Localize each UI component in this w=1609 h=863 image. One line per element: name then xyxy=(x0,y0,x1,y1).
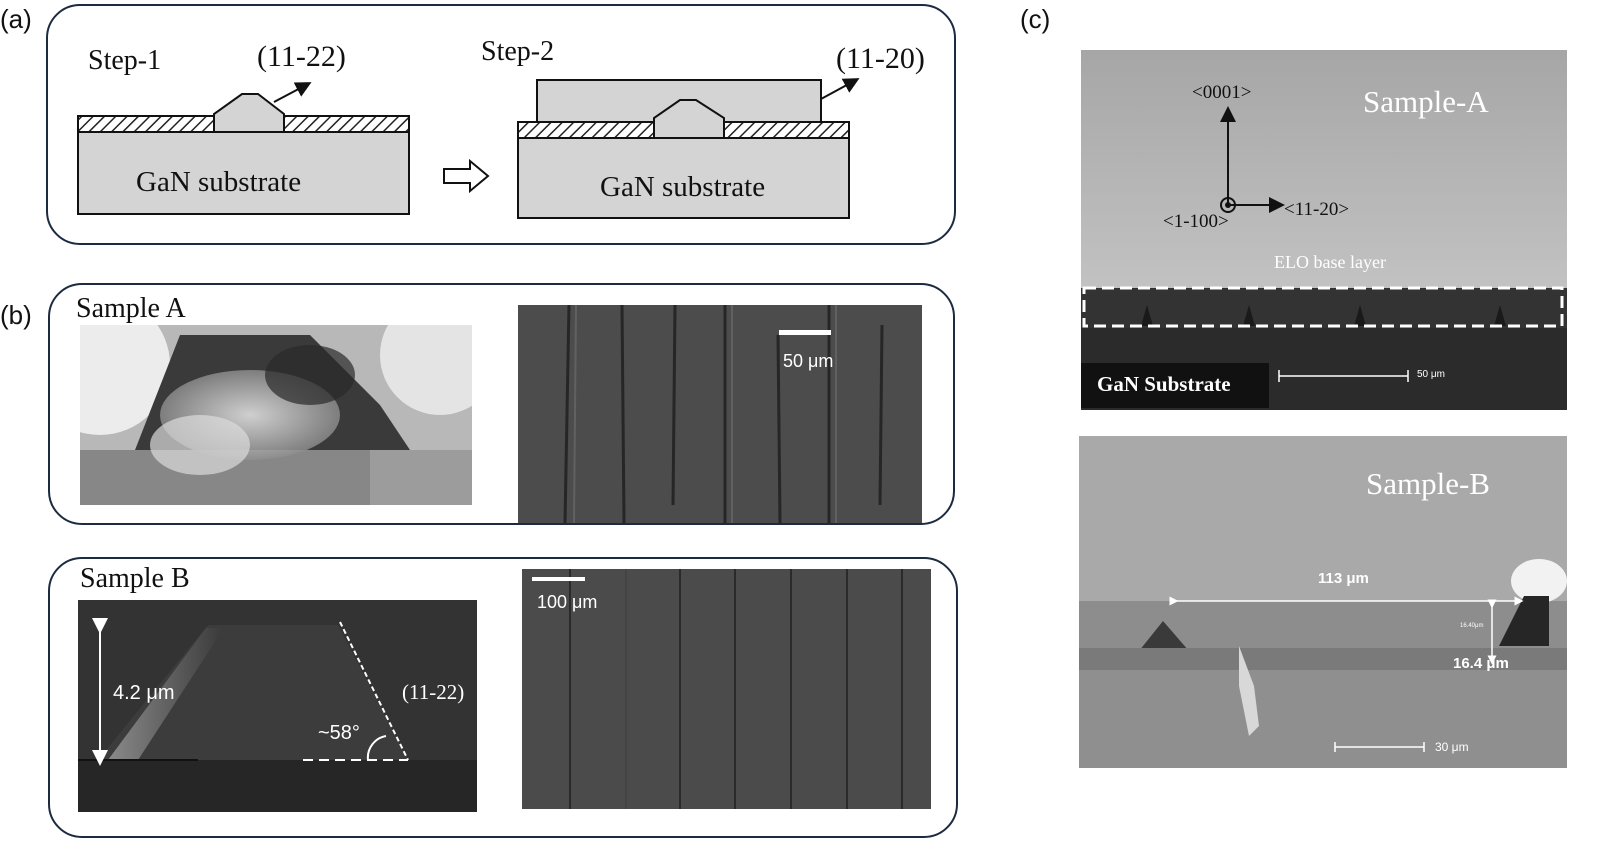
sample-a-sem-image xyxy=(1081,50,1567,410)
sample-b-cross-section-image xyxy=(78,600,477,812)
panel-c-label: (c) xyxy=(1020,4,1051,34)
sample-b-top-view-image xyxy=(522,569,931,809)
scale-100um-label: 100 μm xyxy=(537,592,598,612)
direction-1-100-label: <1-100> xyxy=(1163,211,1229,232)
sample-a-top-view-image xyxy=(518,305,922,523)
direction-0001-label: <0001> xyxy=(1192,82,1252,103)
scale-bar-a xyxy=(779,330,831,335)
mask-left-1 xyxy=(77,115,215,133)
height-label: 4.2 μm xyxy=(113,682,175,704)
facet-seed-2 xyxy=(653,99,725,139)
elo-layer-label: ELO base layer xyxy=(1274,252,1386,272)
mask-right-2 xyxy=(711,121,850,139)
substrate-label-1: GaN substrate xyxy=(136,166,302,198)
sample-b-c-label: Sample-B xyxy=(1366,466,1490,501)
step1-label: Step-1 xyxy=(88,45,162,76)
thickness-16-4um-label: 16.4 μm xyxy=(1453,655,1509,672)
scale-50um-c-label: 50 μm xyxy=(1417,369,1445,380)
panel-a-label: (a) xyxy=(0,4,32,34)
mask-left-2 xyxy=(517,121,655,139)
sample-a-c-label: Sample-A xyxy=(1363,84,1489,119)
facet-11-20-label: (11-20) xyxy=(836,42,925,75)
sample-b-label: Sample B xyxy=(80,563,190,594)
mask-right-1 xyxy=(272,115,410,133)
step1-structure xyxy=(77,82,410,215)
sample-b-sem-image xyxy=(1079,436,1567,768)
scale-30um-label: 30 μm xyxy=(1435,740,1469,754)
gan-substrate-label: GaN Substrate xyxy=(1097,372,1231,396)
process-arrow xyxy=(443,158,490,194)
width-113um-label: 113 μm xyxy=(1318,570,1369,587)
facet-label-b: (11-22) xyxy=(402,680,465,704)
step2-structure xyxy=(517,78,860,219)
substrate-label-2: GaN substrate xyxy=(600,171,766,203)
scale-bar-b xyxy=(532,577,585,581)
substrate-block-2 xyxy=(517,137,850,219)
direction-11-20-label: <11-20> xyxy=(1284,199,1350,220)
substrate-block-1 xyxy=(77,131,410,215)
step2-label: Step-2 xyxy=(481,36,555,67)
panel-b-label: (b) xyxy=(0,300,32,330)
angle-label: ~58° xyxy=(318,722,360,744)
scale-50um-label: 50 μm xyxy=(783,351,834,371)
small-thickness-label: 16.40μm xyxy=(1460,623,1484,629)
facet-seed-1 xyxy=(213,93,285,133)
sample-a-cross-section-image xyxy=(80,325,472,505)
sample-a-label: Sample A xyxy=(76,293,186,324)
panel-a-schematic xyxy=(77,78,860,219)
facet-11-22-label: (11-22) xyxy=(257,40,346,73)
